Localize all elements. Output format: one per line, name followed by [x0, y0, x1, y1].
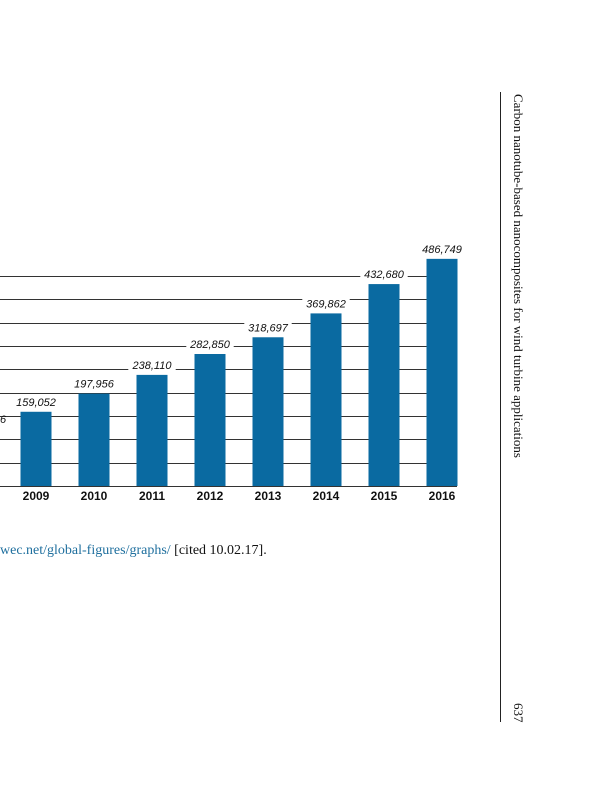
year-label-2011: 2011: [139, 489, 165, 503]
value-label-2014: 369,862: [306, 298, 346, 310]
year-label-2016: 2016: [429, 489, 456, 503]
value-label-2010: 197,956: [74, 379, 115, 391]
bar-layer: [20, 258, 458, 486]
year-label-2015: 2015: [371, 489, 398, 503]
bar-2015: [368, 284, 400, 486]
label-layer: 159,052 2009 197,956 2010 238,110 2011 282,850…: [0, 242, 466, 503]
value-label-backing: [244, 321, 292, 334]
year-label-2013: 2013: [255, 489, 282, 503]
figure-source-caption: wec.net/global-figures/graphs/ [cited 10…: [0, 543, 267, 559]
value-label-backing: [302, 297, 350, 310]
value-label-backing: [418, 242, 466, 255]
value-label-backing: [360, 268, 408, 281]
bar-2009: [20, 411, 52, 486]
value-label-2016: 486,749: [422, 244, 462, 256]
source-cited-text: [cited 10.02.17].: [170, 543, 267, 558]
bar-2014: [310, 313, 342, 486]
year-label-2009: 2009: [23, 489, 50, 503]
bar-2016: [426, 258, 458, 486]
year-label-2012: 2012: [197, 489, 224, 503]
value-label-backing: [12, 395, 60, 408]
partial-value-label: 6: [0, 414, 7, 426]
value-label-2012: 282,850: [189, 339, 231, 351]
value-label-backing: [70, 377, 118, 390]
value-label-backing: [186, 338, 234, 351]
bar-2011: [136, 374, 168, 486]
bar-chart: 159,052 2009 197,956 2010 238,110 2011 282,850…: [0, 242, 466, 503]
year-label-2010: 2010: [81, 489, 108, 503]
bar-2013: [252, 337, 284, 486]
value-label-2013: 318,697: [248, 322, 289, 334]
year-label-2014: 2014: [313, 489, 340, 503]
source-link[interactable]: wec.net/global-figures/graphs/: [0, 543, 171, 558]
running-head: Carbon nanotube-based nanocomposites for…: [511, 94, 526, 458]
value-label-2015: 432,680: [364, 269, 405, 281]
value-label-backing: [128, 358, 176, 371]
margin-rule: [500, 92, 501, 722]
bar-2012: [194, 354, 226, 486]
bar-2010: [78, 393, 110, 486]
page-number: 637: [511, 703, 526, 723]
value-label-2009: 159,052: [16, 397, 56, 409]
value-label-2011: 238,110: [132, 360, 173, 372]
